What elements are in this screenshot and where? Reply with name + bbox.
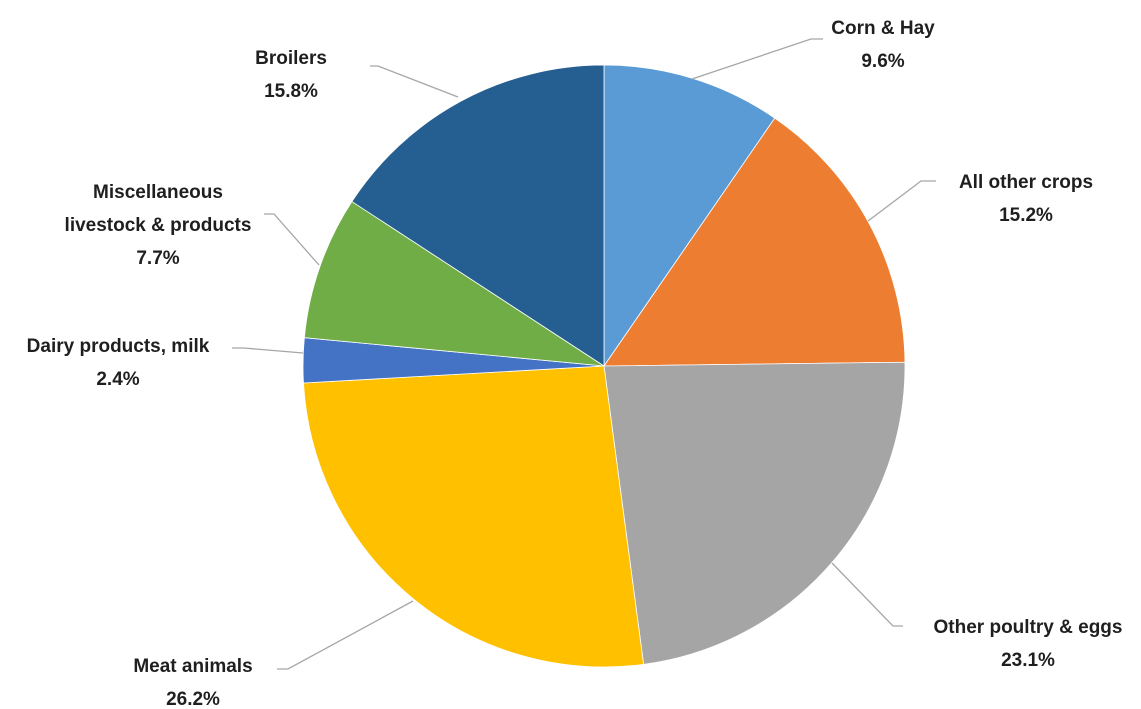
slice-name-label: Miscellaneous (93, 182, 223, 203)
slice-label-meat-animals: Meat animals 26.2% (133, 656, 252, 709)
slice-percent-label: 9.6% (861, 51, 904, 72)
leader-line-other-poultry-and-eggs (831, 562, 903, 627)
pie-slice-other-poultry-and-eggs (603, 361, 906, 665)
slice-name-label: livestock & products (65, 215, 252, 236)
pie-slices (302, 64, 906, 668)
pie-slice-broilers (351, 64, 605, 367)
slice-percent-label: 26.2% (166, 689, 220, 709)
leader-line-broilers (370, 65, 459, 98)
slice-label-all-other-crops: All other crops 15.2% (959, 172, 1093, 226)
pie-slice-miscellaneous-livestock-and-products (303, 200, 605, 367)
slice-percent-label: 2.4% (96, 369, 139, 390)
pie-slice-all-other-crops (603, 117, 906, 367)
slice-percent-label: 7.7% (136, 248, 179, 269)
leader-line-meat-animals (277, 600, 414, 670)
slice-labels: Corn & Hay 9.6% All other crops 15.2% Other … (27, 18, 1123, 709)
slice-label-miscellaneous-livestock-and-products: Miscellaneous livestock & products 7.7% (65, 182, 252, 269)
slice-label-other-poultry-and-eggs: Other poultry & eggs 23.1% (934, 617, 1123, 671)
slice-percent-label: 23.1% (1001, 650, 1055, 671)
slice-name-label: Dairy products, milk (27, 336, 210, 357)
slice-percent-label: 15.8% (264, 81, 318, 102)
slice-name-label: Meat animals (133, 656, 252, 677)
slice-name-label: Corn & Hay (831, 18, 935, 39)
leader-line-all-other-crops (867, 180, 936, 222)
slice-name-label: Broilers (255, 48, 327, 69)
slice-label-dairy-products-milk: Dairy products, milk 2.4% (27, 336, 210, 390)
slice-name-label: Other poultry & eggs (934, 617, 1123, 638)
slice-name-label: All other crops (959, 172, 1093, 193)
leader-line-dairy-products-milk (232, 347, 304, 354)
leader-lines (232, 38, 936, 670)
slice-label-broilers: Broilers 15.8% (255, 48, 327, 102)
leader-line-corn-and-hay (691, 38, 823, 80)
slice-percent-label: 15.2% (999, 205, 1053, 226)
slice-label-corn-and-hay: Corn & Hay 9.6% (831, 18, 935, 72)
leader-line-miscellaneous-livestock-and-products (264, 213, 320, 266)
pie-slice-meat-animals (303, 365, 645, 668)
